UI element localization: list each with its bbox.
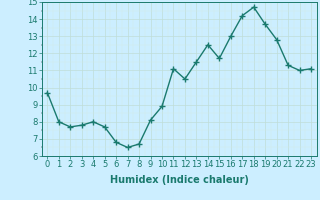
- X-axis label: Humidex (Indice chaleur): Humidex (Indice chaleur): [110, 175, 249, 185]
